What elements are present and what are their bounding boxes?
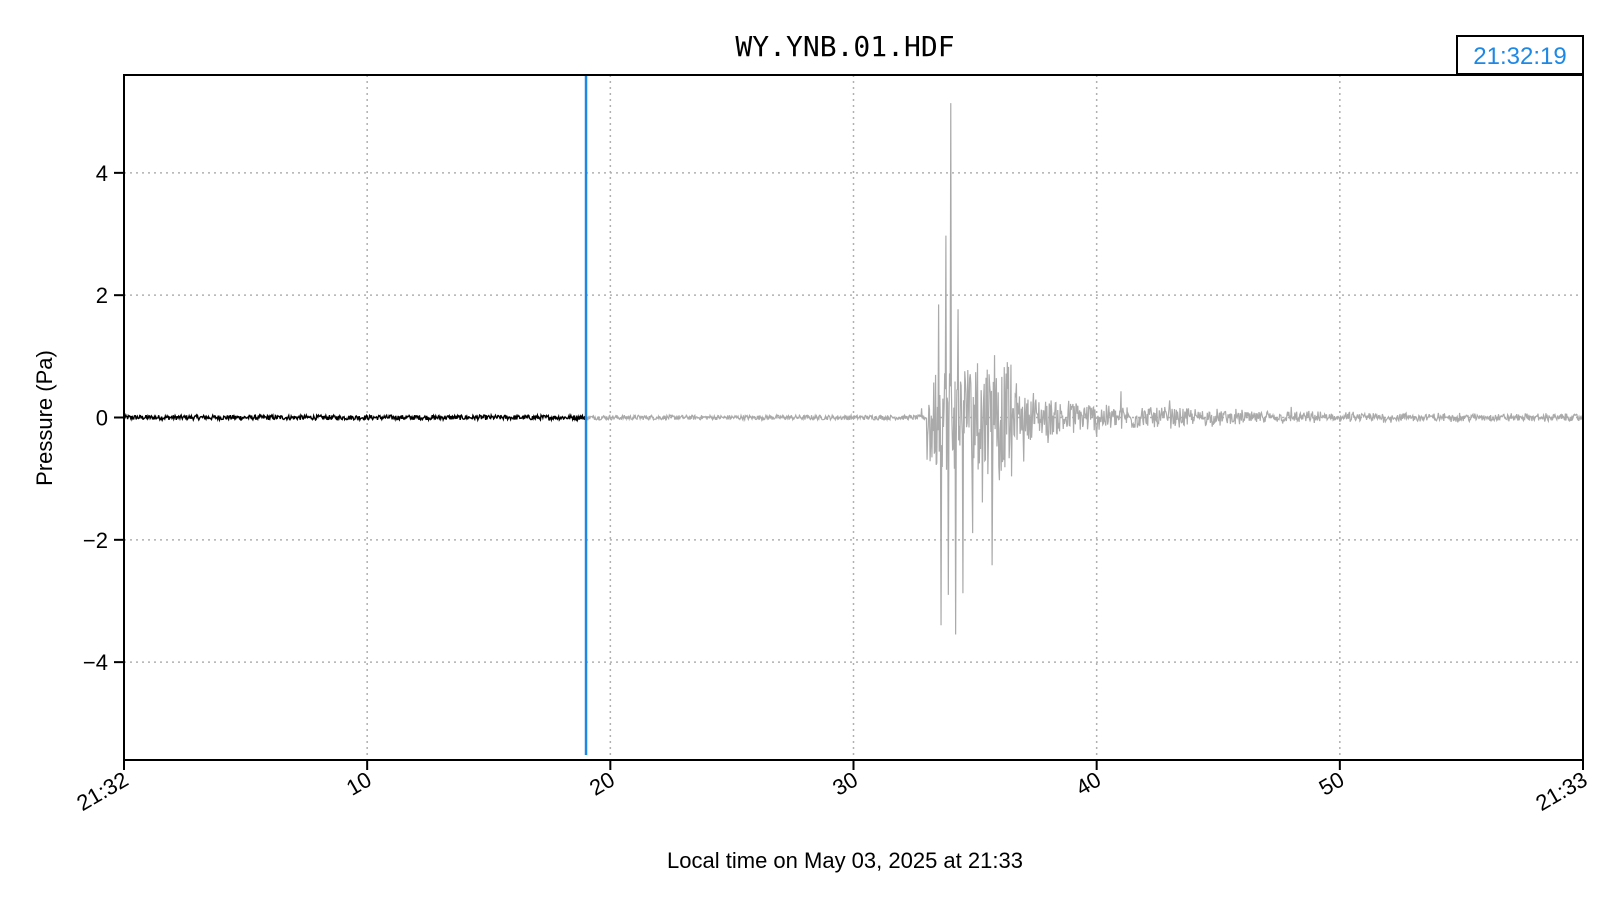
series-line-remaining (585, 103, 1584, 635)
y-axis-label: Pressure (Pa) (32, 350, 57, 486)
y-tick-label: 4 (96, 161, 108, 186)
y-axis: −4 −2 0 2 4 (83, 161, 124, 675)
chart-title: WY.YNB.01.HDF (735, 30, 954, 63)
y-tick-label: 0 (96, 406, 108, 431)
x-tick-label: 30 (828, 767, 862, 801)
time-stamp-frame (1456, 35, 1584, 75)
time-stamp: 21:32:19 (1473, 43, 1566, 70)
x-tick-label: 21:32 (72, 767, 132, 816)
y-tick-label: −4 (83, 650, 108, 675)
x-axis-label: Local time on May 03, 2025 at 21:33 (667, 848, 1023, 873)
y-tick-label: −2 (83, 528, 108, 553)
x-tick-label: 40 (1071, 767, 1105, 801)
series-layer (123, 103, 1584, 635)
x-tick-label: 50 (1315, 767, 1349, 801)
x-tick-label: 10 (342, 767, 376, 801)
x-tick-label: 20 (585, 767, 619, 801)
x-axis: 21:32 10 20 30 40 50 21:33 (72, 760, 1592, 816)
time-stamp-box: 21:32:19 (1456, 35, 1584, 75)
x-tick-label: 21:33 (1531, 767, 1591, 816)
series-line-played (123, 412, 587, 423)
y-tick-label: 2 (96, 283, 108, 308)
